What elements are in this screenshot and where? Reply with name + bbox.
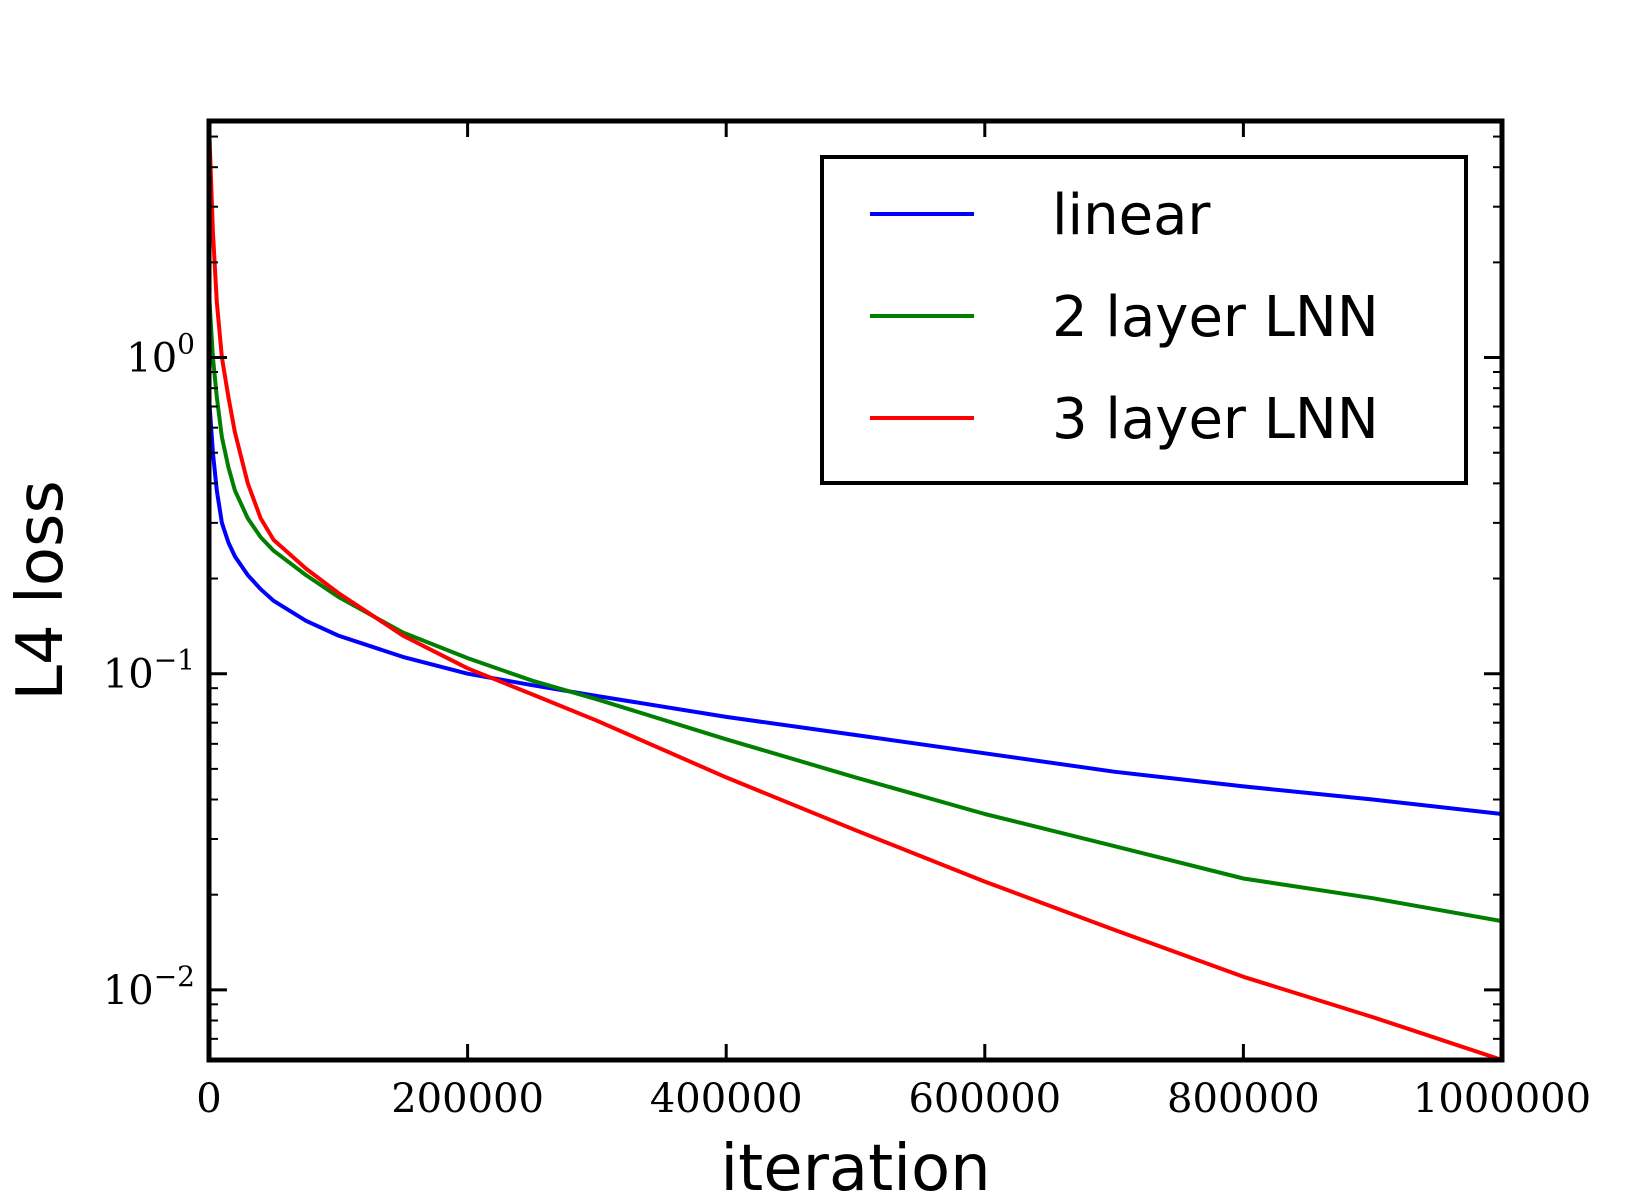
legend-box xyxy=(820,155,1468,485)
x-tick-label: 800000 xyxy=(1167,1076,1320,1122)
x-tick-label: 1000000 xyxy=(1413,1076,1591,1122)
x-tick-label: 600000 xyxy=(908,1076,1061,1122)
series-line-3-layer-lnn xyxy=(209,121,1502,1060)
legend: linear 2 layer LNN 3 layer LNN xyxy=(820,155,1468,485)
legend-label: 3 layer LNN xyxy=(1052,387,1379,452)
y-axis-title: L4 loss xyxy=(4,480,78,700)
y-tick-label: 10−1 xyxy=(103,644,195,698)
x-tick-label: 400000 xyxy=(650,1076,803,1122)
series-line-linear xyxy=(209,395,1502,816)
legend-label: linear xyxy=(1052,183,1211,248)
legend-label: 2 layer LNN xyxy=(1052,285,1379,350)
x-tick-label: 0 xyxy=(196,1076,221,1122)
legend-items: linear 2 layer LNN 3 layer LNN xyxy=(870,183,1379,452)
y-tick-label: 100 xyxy=(126,328,195,382)
x-tick-label: 200000 xyxy=(391,1076,544,1122)
tick-labels-layer: 0 200000 400000 600000 800000 1000000 100 10−1 1… xyxy=(103,328,1591,1122)
plot-frame xyxy=(206,118,1505,1063)
ticks-layer xyxy=(207,121,1504,1061)
series-layer xyxy=(209,121,1502,1060)
x-axis-title: iteration xyxy=(720,1132,990,1200)
y-tick-label: 10−2 xyxy=(103,960,195,1014)
